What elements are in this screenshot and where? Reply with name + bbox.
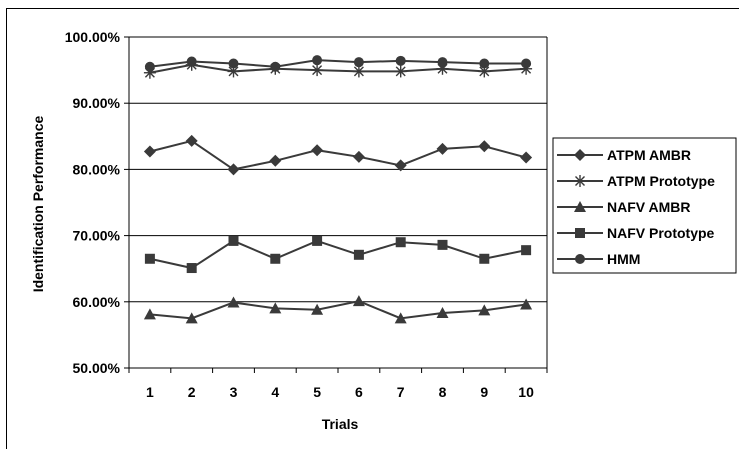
- series-layer: [143, 55, 533, 324]
- legend-marker-nafv-prototype: [575, 228, 585, 238]
- point-atpm-ambr: [394, 159, 407, 172]
- axes: 50.00% 60.00% 70.00% 80.00% 90.00% 100.00% 1 2 3…: [65, 29, 548, 400]
- point-nafv-ambr: [185, 312, 198, 324]
- legend-marker-atpm-prototype: [574, 175, 586, 187]
- legend-label-nafv-prototype: NAFV Prototype: [607, 225, 715, 241]
- point-hmm: [144, 61, 155, 72]
- point-atpm-prototype: [352, 65, 365, 78]
- point-hmm: [521, 58, 532, 69]
- point-nafv-ambr: [436, 307, 449, 319]
- point-atpm-ambr: [478, 140, 491, 153]
- x-tick-label: 2: [188, 384, 196, 400]
- point-nafv-prototype: [144, 253, 155, 264]
- legend-box: [552, 137, 737, 274]
- point-nafv-ambr: [227, 296, 240, 308]
- point-nafv-prototype: [186, 263, 197, 274]
- point-atpm-ambr: [311, 144, 324, 157]
- y-axis-title: Identification Performance: [30, 115, 46, 292]
- point-nafv-prototype: [353, 249, 364, 260]
- point-nafv-ambr: [143, 308, 156, 320]
- legend-label-atpm-prototype: ATPM Prototype: [607, 173, 715, 189]
- series-line-nafv-ambr: [149, 300, 527, 320]
- chart-frame: [6, 8, 739, 449]
- series-line-nafv-prototype: [149, 239, 527, 270]
- y-tick-label: 90.00%: [73, 95, 121, 111]
- point-hmm: [312, 55, 323, 66]
- point-nafv-ambr: [394, 312, 407, 324]
- point-nafv-ambr: [520, 298, 533, 310]
- x-tick-label: 4: [271, 384, 279, 400]
- point-atpm-ambr: [185, 134, 198, 147]
- legend-label-nafv-ambr: NAFV AMBR: [607, 199, 690, 215]
- y-tick-label: 60.00%: [73, 294, 121, 310]
- point-hmm: [186, 56, 197, 67]
- point-nafv-ambr: [478, 304, 491, 316]
- x-tick-label: 8: [439, 384, 447, 400]
- point-atpm-ambr: [520, 151, 533, 164]
- point-nafv-prototype: [437, 239, 448, 250]
- point-nafv-prototype: [521, 245, 532, 256]
- legend-marker-hmm: [575, 254, 585, 264]
- point-nafv-ambr: [269, 302, 282, 314]
- point-nafv-ambr: [352, 295, 365, 307]
- point-hmm: [228, 58, 239, 69]
- point-atpm-ambr: [269, 154, 282, 167]
- point-atpm-ambr: [227, 163, 240, 176]
- legend-marker-nafv-ambr: [574, 201, 586, 212]
- legend-marker-atpm-ambr: [574, 149, 586, 161]
- x-tick-label: 7: [397, 384, 405, 400]
- point-atpm-ambr: [143, 145, 156, 158]
- legend: ATPM AMBR ATPM Prototype NAFV AMBR NAFV Pro…: [552, 137, 737, 274]
- point-hmm: [395, 55, 406, 66]
- y-tick-label: 100.00%: [65, 29, 121, 45]
- x-tick-label: 9: [480, 384, 488, 400]
- x-tick-label: 5: [313, 384, 321, 400]
- x-axis-title: Trials: [322, 416, 359, 432]
- point-nafv-prototype: [479, 253, 490, 264]
- x-tick-label: 10: [518, 384, 534, 400]
- point-atpm-prototype: [394, 65, 407, 78]
- x-tick-label: 6: [355, 384, 363, 400]
- y-tick-label: 80.00%: [73, 161, 121, 177]
- point-nafv-prototype: [395, 237, 406, 248]
- point-hmm: [479, 58, 490, 69]
- y-tick-label: 70.00%: [73, 228, 121, 244]
- y-tick-label: 50.00%: [73, 360, 121, 376]
- point-atpm-prototype: [311, 64, 324, 77]
- point-hmm: [353, 57, 364, 68]
- point-atpm-ambr: [352, 150, 365, 163]
- series-line-hmm: [149, 59, 527, 68]
- point-nafv-prototype: [312, 235, 323, 246]
- point-hmm: [437, 57, 448, 68]
- point-hmm: [270, 61, 281, 72]
- point-nafv-prototype: [270, 253, 281, 264]
- point-atpm-ambr: [436, 142, 449, 155]
- point-nafv-prototype: [228, 235, 239, 246]
- series-line-atpm-prototype: [149, 63, 527, 74]
- legend-label-atpm-ambr: ATPM AMBR: [607, 147, 691, 163]
- series-line-atpm-ambr: [149, 139, 527, 171]
- x-tick-label: 1: [146, 384, 154, 400]
- point-nafv-ambr: [311, 303, 324, 315]
- legend-label-hmm: HMM: [607, 251, 640, 267]
- x-tick-label: 3: [230, 384, 238, 400]
